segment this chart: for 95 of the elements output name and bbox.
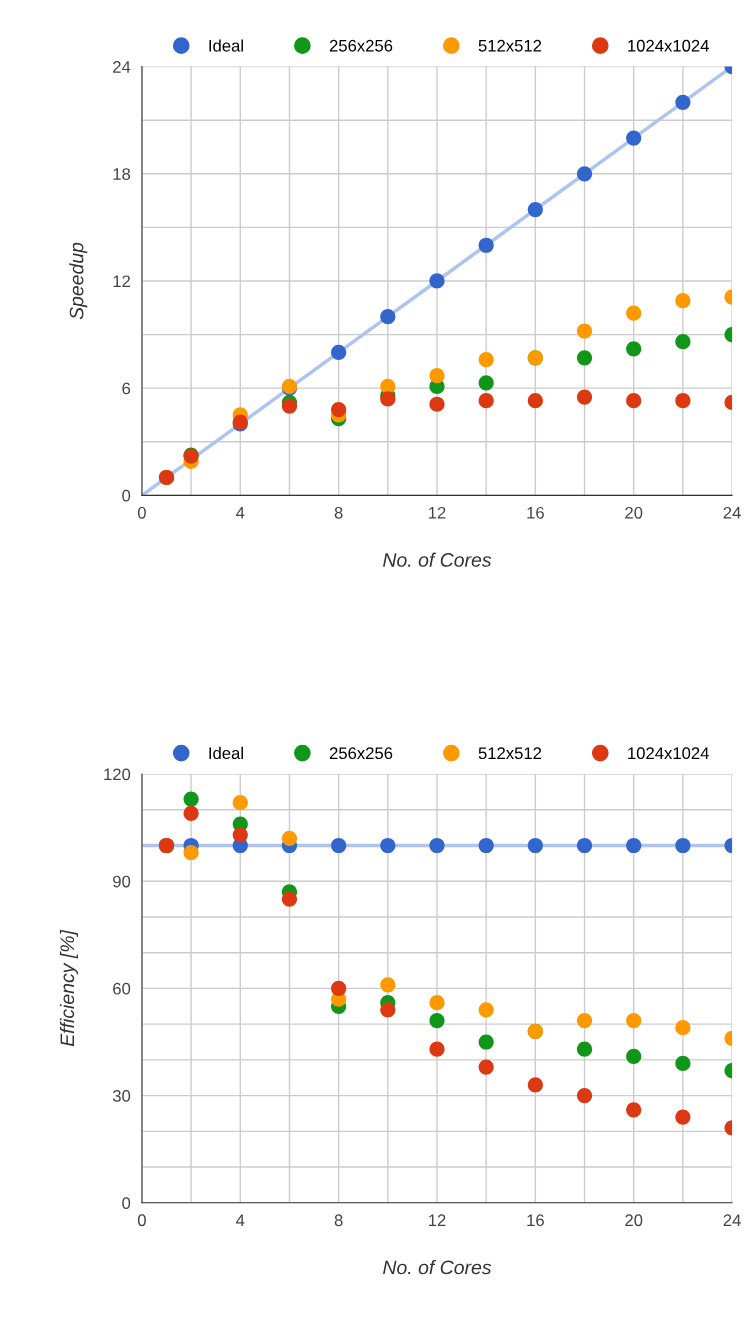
point: [675, 393, 691, 409]
point: [626, 1048, 642, 1064]
point: [478, 375, 494, 391]
x-tick-label: 0: [137, 506, 146, 519]
point: [675, 837, 691, 854]
y-axis-title: Speedup: [69, 242, 88, 320]
y-tick-label: 6: [122, 382, 131, 395]
point: [626, 341, 642, 357]
point: [675, 94, 691, 110]
x-tick-label: 4: [236, 507, 245, 519]
point: [183, 791, 199, 807]
legend-label: Ideal: [209, 746, 243, 760]
point: [478, 1002, 494, 1018]
point: [576, 837, 593, 854]
legend-label: 512x512: [478, 39, 542, 52]
point: [675, 1055, 691, 1072]
point: [183, 845, 199, 861]
x-tick-label: 8: [334, 506, 343, 519]
x-tick-label: 24: [723, 1214, 741, 1226]
point: [380, 309, 396, 325]
point: [331, 344, 347, 361]
point: [429, 396, 445, 412]
point: [576, 1012, 593, 1029]
point: [478, 1059, 494, 1075]
point: [576, 389, 593, 405]
y-tick-label: 0: [122, 489, 131, 502]
point: [429, 995, 445, 1011]
point: [478, 237, 494, 253]
point: [331, 980, 347, 997]
legend-label: 1024x1024: [628, 747, 709, 760]
x-axis-title: No. of Cores: [383, 1260, 492, 1275]
point: [331, 402, 347, 418]
point: [675, 293, 691, 309]
x-tick-label: 12: [429, 1214, 446, 1226]
legend-label: 256x256: [329, 747, 393, 760]
point: [626, 1102, 642, 1118]
point: [429, 837, 445, 854]
x-tick-label: 4: [236, 1214, 245, 1226]
legend-label: Ideal: [209, 39, 243, 52]
point: [478, 837, 494, 854]
point: [626, 1012, 642, 1029]
point: [527, 1077, 543, 1093]
x-tick-label: 8: [334, 1214, 343, 1227]
point: [331, 837, 347, 854]
point: [478, 1034, 494, 1050]
point: [576, 1088, 593, 1104]
point: [576, 166, 593, 182]
x-tick-label: 0: [137, 1214, 146, 1227]
point: [429, 368, 445, 384]
point: [576, 323, 593, 339]
legend-label: 1024x1024: [628, 39, 709, 52]
x-tick-label: 20: [625, 1214, 643, 1227]
point: [281, 398, 298, 414]
point: [576, 1041, 593, 1057]
x-tick-label: 16: [527, 506, 544, 519]
point: [527, 837, 543, 854]
point: [626, 393, 642, 409]
point: [380, 837, 396, 854]
point: [626, 305, 642, 321]
point: [232, 827, 248, 843]
point: [626, 837, 642, 854]
point: [429, 1012, 445, 1029]
x-axis-title: No. of Cores: [383, 552, 492, 567]
point: [429, 273, 445, 289]
y-tick-label: 18: [113, 168, 131, 180]
point: [675, 1020, 691, 1036]
legend-label: 256x256: [329, 39, 393, 52]
y-tick-label: 90: [113, 875, 131, 888]
x-tick-label: 12: [429, 506, 446, 519]
y-tick-label: 60: [113, 982, 131, 995]
y-tick-label: 30: [112, 1090, 131, 1102]
point: [675, 1109, 691, 1125]
point: [380, 977, 396, 993]
point: [232, 795, 248, 811]
point: [478, 351, 494, 368]
point: [675, 334, 691, 350]
point: [527, 393, 543, 409]
point: [626, 130, 642, 146]
x-tick-label: 16: [527, 1214, 544, 1227]
point: [478, 393, 494, 409]
point: [183, 805, 199, 821]
y-tick-label: 12: [113, 275, 130, 288]
point: [527, 201, 543, 218]
y-tick-label: 24: [113, 61, 131, 73]
point: [429, 1041, 445, 1057]
x-tick-label: 20: [625, 506, 643, 519]
legend-label: 512x512: [478, 747, 542, 760]
point: [380, 1002, 396, 1018]
x-tick-label: 24: [723, 506, 741, 519]
point: [576, 350, 593, 366]
y-axis-title: Efficiency [%]: [59, 929, 79, 1047]
y-tick-label: 120: [104, 768, 131, 781]
point: [281, 891, 298, 907]
point: [281, 830, 298, 846]
y-tick-label: 0: [122, 1197, 131, 1209]
